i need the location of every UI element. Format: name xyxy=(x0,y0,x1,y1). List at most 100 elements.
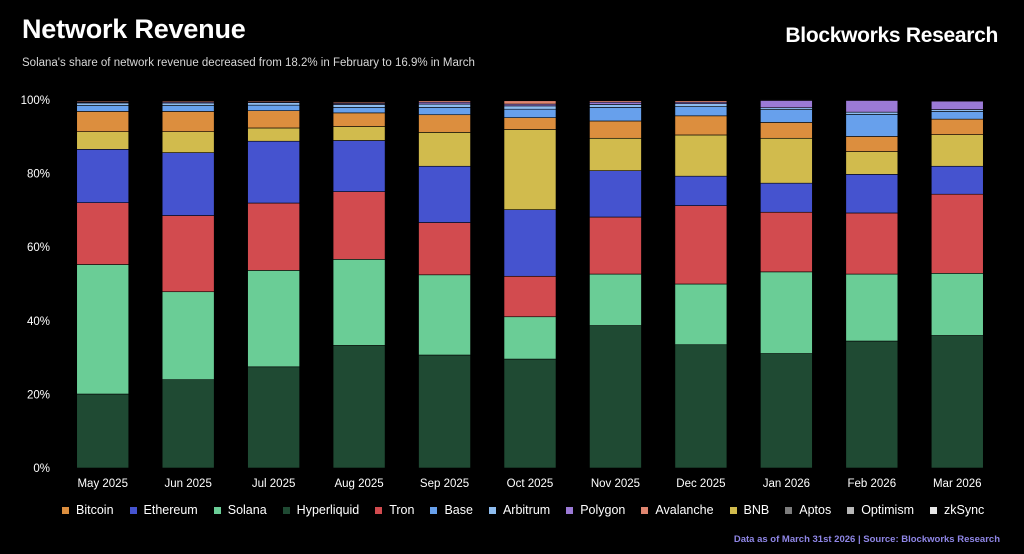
bar-segment-bitcoin xyxy=(332,112,386,127)
bar-segment-arbitrum xyxy=(845,111,899,115)
bar-segment-bnb xyxy=(845,151,899,175)
legend-item-zksync: zkSync xyxy=(929,503,984,517)
legend-label: Aptos xyxy=(799,503,832,517)
bar-segment-tron xyxy=(930,193,984,274)
bar-segment-tron xyxy=(503,275,557,318)
bar-segment-hyperliquid xyxy=(76,393,130,469)
bar-segment-polygon xyxy=(589,101,642,105)
legend-label: Tron xyxy=(389,503,415,517)
bar-segment-bitcoin xyxy=(503,117,557,130)
x-tick-label: Oct 2025 xyxy=(507,478,554,490)
legend-label: Avalanche xyxy=(655,503,714,517)
bar-segment-base xyxy=(674,106,728,117)
source-footnote: Data as of March 31st 2026 | Source: Blo… xyxy=(733,534,1000,545)
bar-segment-arbitrum xyxy=(589,104,642,108)
bar-segment-bnb xyxy=(930,134,984,167)
legend-item-tron: Tron xyxy=(375,503,414,517)
legend-label: Base xyxy=(444,503,473,517)
bar-segment-polygon xyxy=(845,100,899,113)
bar-segment-arbitrum xyxy=(76,102,130,106)
x-tick-label: May 2025 xyxy=(77,478,128,490)
chart-subtitle: Solana's share of network revenue decrea… xyxy=(22,57,475,69)
legend-swatch xyxy=(62,506,69,514)
bar-segment-bnb xyxy=(589,137,642,171)
legend-swatch xyxy=(641,506,649,514)
bar-segment-bnb xyxy=(332,126,386,141)
legend-label: BNB xyxy=(743,503,770,517)
legend-item-bnb: BNB xyxy=(729,503,770,517)
bar-segment-bnb xyxy=(760,137,813,184)
bar-segment-solana xyxy=(247,270,300,368)
bar-segment-ethereum xyxy=(674,175,728,206)
bar-segment-solana xyxy=(161,291,215,380)
chart-title: Network Revenue xyxy=(22,14,246,44)
bar-segment-tron xyxy=(589,216,642,275)
bar-segment-base xyxy=(760,109,813,123)
brand-logo: Blockworks Research xyxy=(785,24,998,47)
bar-segment-ethereum xyxy=(76,149,130,203)
bar-segment-hyperliquid xyxy=(760,353,813,469)
bar-segment-arbitrum xyxy=(503,105,557,110)
bar-segment-tron xyxy=(845,212,899,275)
bar-segment-hyperliquid xyxy=(930,335,984,469)
bar-segment-base xyxy=(589,107,642,122)
legend-swatch xyxy=(213,506,221,514)
y-tick-label: 100% xyxy=(21,95,50,107)
legend-swatch xyxy=(129,506,137,514)
bar-segment-solana xyxy=(760,271,813,354)
bar-segment-ethereum xyxy=(247,140,300,204)
bar-segment-hyperliquid xyxy=(332,345,386,469)
legend-label: Solana xyxy=(227,503,267,517)
bar-segment-tron xyxy=(760,211,813,273)
bar-segment-avalanche xyxy=(503,100,557,105)
bar-segment-bnb xyxy=(161,131,215,153)
x-tick-label: Jun 2025 xyxy=(165,478,212,490)
legend-swatch xyxy=(729,506,737,514)
chart-legend: Bitcoin Ethereum Solana Hyperliquid Tron Base… xyxy=(62,503,984,517)
bar-segment-bitcoin xyxy=(589,120,642,139)
y-tick-label: 0% xyxy=(33,463,50,475)
legend-item-optimism: Optimism xyxy=(847,503,914,517)
bar-segment-hyperliquid xyxy=(674,344,728,469)
bar-segment-tron xyxy=(332,191,386,260)
x-tick-label: Dec 2025 xyxy=(676,478,725,490)
x-tick-label: Mar 2026 xyxy=(933,478,982,490)
legend-swatch xyxy=(785,506,793,514)
bar-segment-bnb xyxy=(503,129,557,210)
bar-segment-ethereum xyxy=(589,170,642,218)
legend-item-hyperliquid: Hyperliquid xyxy=(282,503,360,517)
bar-segment-base xyxy=(845,114,899,137)
legend-label: Optimism xyxy=(861,503,914,517)
bar-segment-ethereum xyxy=(845,174,899,214)
bar-segment-tron xyxy=(674,205,728,285)
legend-item-avalanche: Avalanche xyxy=(641,503,714,517)
bar-segment-arbitrum xyxy=(247,102,300,106)
x-tick-label: Jul 2025 xyxy=(252,478,295,490)
bar-segment-bnb xyxy=(76,131,130,150)
legend-item-aptos: Aptos xyxy=(785,503,831,517)
legend-label: Hyperliquid xyxy=(296,503,360,517)
legend-label: Arbitrum xyxy=(502,503,551,517)
bar-segment-solana xyxy=(76,264,130,395)
bar-segment-bitcoin xyxy=(247,110,300,129)
bar-segment-hyperliquid xyxy=(845,340,899,469)
bar-segment-bnb xyxy=(674,134,728,177)
y-tick-label: 20% xyxy=(27,389,50,401)
bar-segment-bitcoin xyxy=(760,122,813,139)
legend-item-ethereum: Ethereum xyxy=(129,503,198,517)
stacked-bar-chart: 0% 20% 40% 60% 80% 100% May 2025 Jun 2025 Jul 20… xyxy=(21,95,984,490)
legend-item-solana: Solana xyxy=(213,503,267,517)
bar-segment-hyperliquid xyxy=(161,379,215,469)
y-tick-label: 40% xyxy=(27,316,50,328)
y-tick-label: 60% xyxy=(27,242,50,254)
x-tick-label: Feb 2026 xyxy=(848,478,897,490)
bar-segment-ethereum xyxy=(760,182,813,213)
bar-segment-base xyxy=(503,108,557,118)
bar-segment-hyperliquid xyxy=(247,366,300,469)
legend-item-arbitrum: Arbitrum xyxy=(488,503,551,517)
x-tick-label: Nov 2025 xyxy=(591,478,640,490)
bar-segment-base xyxy=(76,105,130,112)
bar-segment-bnb xyxy=(418,132,471,167)
bar-segment-bitcoin xyxy=(76,111,130,132)
x-tick-label: Aug 2025 xyxy=(334,478,383,490)
